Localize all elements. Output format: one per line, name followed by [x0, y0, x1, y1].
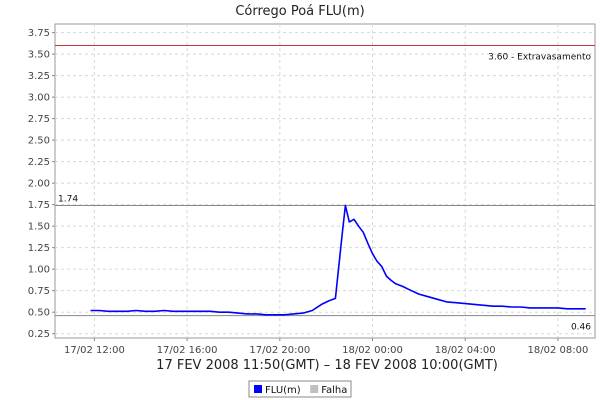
y-tick-label: 0.25: [28, 329, 50, 340]
x-axis: 17/02 12:00 17/02 16:00 17/02 20:00 18/02 0…: [64, 338, 588, 356]
legend: FLU(m) Falha: [248, 380, 352, 398]
legend-swatch: [310, 385, 319, 393]
y-axis: 0.25 0.50 0.75 1.00 1.25 1.50 1.75 2.00 2.25 2.50…: [28, 28, 55, 340]
legend-box: [248, 380, 352, 398]
y-tick-label: 3.75: [28, 28, 50, 39]
x-tick-label: 18/02 08:00: [528, 345, 589, 356]
y-tick-label: 2.00: [28, 179, 50, 190]
reference-line-label: 3.60 - Extravasamento: [488, 53, 591, 63]
series-line: [90, 204, 586, 316]
y-tick-label: 2.25: [28, 157, 50, 168]
y-tick-label: 1.00: [28, 265, 50, 276]
y-tick-label: 3.50: [28, 50, 50, 61]
y-tick-label: 3.25: [28, 71, 50, 82]
x-tick-label: 18/02 04:00: [435, 345, 496, 356]
y-tick-label: 1.25: [28, 243, 50, 254]
y-tick-label: 0.50: [28, 308, 50, 319]
series: [90, 204, 586, 316]
chart-title: Córrego Poá FLU(m): [235, 4, 364, 19]
x-tick-label: 18/02 00:00: [342, 345, 403, 356]
legend-label: Falha: [321, 385, 347, 396]
grid: [55, 24, 595, 338]
legend-label: FLU(m): [265, 385, 301, 396]
legend-swatch: [254, 385, 262, 393]
y-tick-label: 3.00: [28, 93, 50, 104]
x-tick-label: 17/02 16:00: [157, 345, 218, 356]
x-tick-label: 17/02 20:00: [249, 345, 310, 356]
plot-area: [54, 23, 596, 339]
y-tick-label: 2.75: [28, 114, 50, 125]
y-tick-label: 2.50: [28, 136, 50, 147]
reference-lines: 3.60 - Extravasamento 1.74 0.46: [55, 45, 595, 333]
y-tick-label: 1.75: [28, 200, 50, 211]
reference-line-label: 1.74: [58, 195, 78, 205]
x-tick-label: 17/02 12:00: [64, 345, 125, 356]
reference-line-label: 0.46: [571, 323, 591, 333]
y-tick-label: 1.50: [28, 222, 50, 233]
x-axis-label: 17 FEV 2008 11:50(GMT) – 18 FEV 2008 10:…: [156, 358, 498, 373]
y-tick-label: 0.75: [28, 286, 50, 297]
